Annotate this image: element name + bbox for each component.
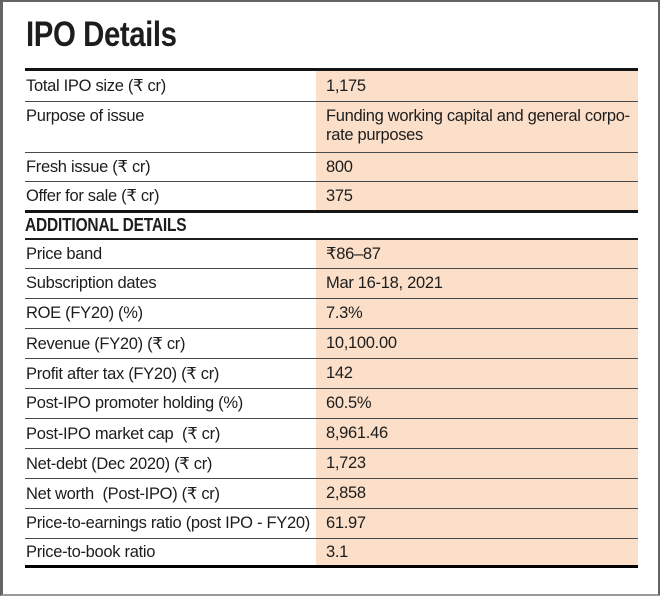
row-value: Funding working capital and general corp… [316, 102, 638, 152]
row-label: Offer for sale (₹ cr) [26, 187, 160, 205]
table-row: ROE (FY20) (%) 7.3% [25, 298, 638, 328]
row-value: 60.5% [316, 389, 638, 418]
row-label: Total IPO size (₹ cr) [26, 77, 166, 95]
row-value: 375 [316, 182, 638, 210]
row-label: Post-IPO market cap (₹ cr) [26, 424, 221, 443]
row-value: 1,723 [316, 449, 638, 478]
table-row: Post-IPO promoter holding (%) 60.5% [25, 388, 638, 418]
table-row: Net worth (Post-IPO) (₹ cr) 2,858 [25, 478, 638, 508]
table-row: Total IPO size (₹ cr) 1,175 [25, 68, 638, 101]
table-row: Post-IPO market cap (₹ cr) 8,961.46 [25, 418, 638, 448]
page-title: IPO Details [26, 15, 177, 54]
row-label: Subscription dates [26, 274, 157, 292]
table-row: Price-to-earnings ratio (post IPO - FY20… [25, 508, 638, 538]
table-row: Price band ₹86–87 [25, 238, 638, 268]
section-header: ADDITIONAL DETAILS [25, 210, 638, 238]
row-label: Price band [26, 244, 102, 263]
row-label: Net worth (Post-IPO) (₹ cr) [26, 484, 220, 503]
table-row: Fresh issue (₹ cr) 800 [25, 152, 638, 181]
table-row: Net-debt (Dec 2020) (₹ cr) 1,723 [25, 448, 638, 478]
table-row: Profit after tax (FY20) (₹ cr) 142 [25, 358, 638, 388]
section-header-label: ADDITIONAL DETAILS [25, 215, 187, 235]
row-value: 8,961.46 [316, 419, 638, 448]
row-label: Price-to-book ratio [26, 542, 156, 561]
table-row: Offer for sale (₹ cr) 375 [25, 181, 638, 210]
row-value: 3.1 [316, 539, 638, 565]
row-label: Revenue (FY20) (₹ cr) [26, 334, 186, 353]
row-value: ₹86–87 [316, 240, 638, 268]
table-row: Price-to-book ratio 3.1 [25, 538, 638, 568]
row-value: 10,100.00 [316, 329, 638, 358]
card-content: IPO Details Total IPO size (₹ cr) 1,175 … [3, 14, 658, 568]
row-value: 2,858 [316, 479, 638, 508]
row-label: Price-to-earnings ratio (post IPO - FY20… [26, 514, 310, 532]
row-label: Profit after tax (FY20) (₹ cr) [26, 364, 220, 383]
table-row: Subscription dates Mar 16-18, 2021 [25, 268, 638, 298]
row-value: 1,175 [316, 71, 638, 101]
row-value: 142 [316, 359, 638, 388]
row-label: Fresh issue (₹ cr) [26, 158, 151, 176]
row-label: ROE (FY20) (%) [26, 304, 143, 322]
row-value: 7.3% [316, 299, 638, 328]
table-row: Revenue (FY20) (₹ cr) 10,100.00 [25, 328, 638, 358]
row-value: 800 [316, 153, 638, 181]
row-value: Mar 16-18, 2021 [316, 269, 638, 298]
row-label: Post-IPO promoter holding (%) [26, 394, 243, 412]
row-label: Net-debt (Dec 2020) (₹ cr) [26, 454, 213, 473]
ipo-table: Total IPO size (₹ cr) 1,175 Purpose of i… [25, 68, 638, 568]
table-row: Purpose of issue Funding working capital… [25, 101, 638, 152]
row-label: Purpose of issue [26, 107, 145, 125]
row-value: 61.97 [316, 509, 638, 538]
